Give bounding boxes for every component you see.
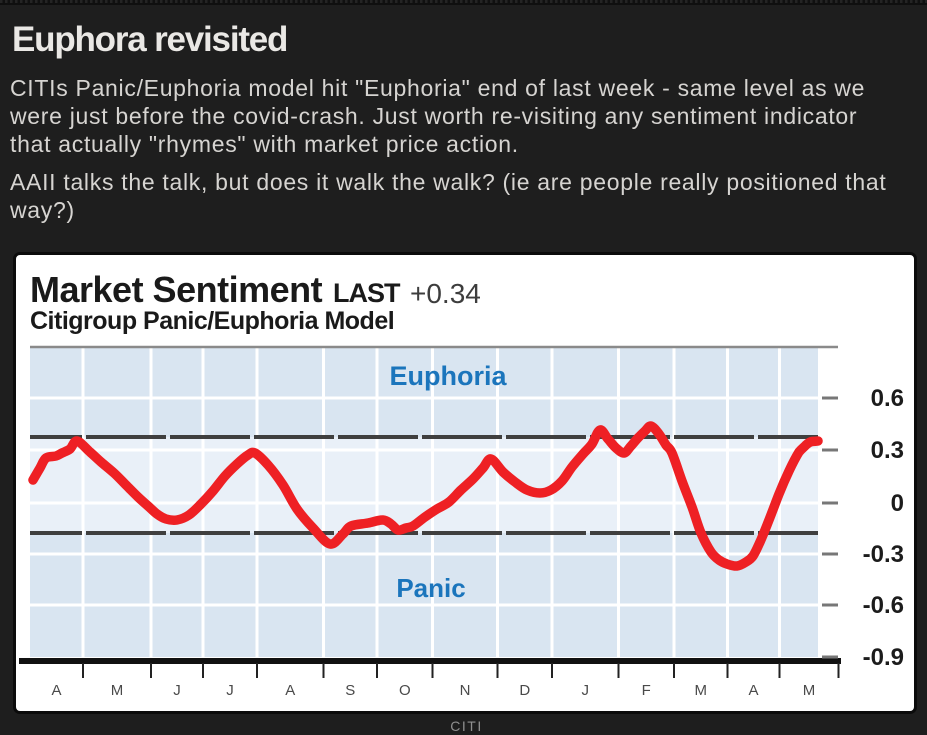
- svg-text:J: J: [173, 682, 181, 699]
- svg-text:-0.9: -0.9: [863, 644, 904, 671]
- svg-text:S: S: [345, 682, 355, 699]
- svg-text:+0.34: +0.34: [410, 278, 481, 309]
- svg-text:0.6: 0.6: [871, 385, 904, 412]
- svg-text:-0.3: -0.3: [863, 541, 904, 568]
- svg-text:Euphoria: Euphoria: [389, 361, 507, 391]
- svg-text:O: O: [399, 682, 411, 699]
- svg-text:J: J: [226, 682, 234, 699]
- svg-text:Panic: Panic: [396, 573, 465, 603]
- svg-text:F: F: [642, 682, 651, 699]
- svg-text:D: D: [519, 682, 530, 699]
- svg-text:A: A: [285, 682, 295, 699]
- svg-text:M: M: [803, 682, 816, 699]
- svg-text:A: A: [51, 682, 61, 699]
- svg-text:A: A: [748, 682, 758, 699]
- svg-text:0.3: 0.3: [871, 437, 904, 464]
- svg-text:LAST: LAST: [333, 278, 401, 308]
- svg-text:Citigroup Panic/Euphoria Model: Citigroup Panic/Euphoria Model: [30, 307, 394, 335]
- svg-text:J: J: [581, 682, 589, 699]
- svg-text:M: M: [111, 682, 124, 699]
- svg-text:N: N: [460, 682, 471, 699]
- svg-text:0: 0: [891, 490, 904, 517]
- svg-text:Market Sentiment: Market Sentiment: [30, 269, 323, 310]
- svg-text:-0.6: -0.6: [863, 592, 904, 619]
- svg-text:M: M: [695, 682, 708, 699]
